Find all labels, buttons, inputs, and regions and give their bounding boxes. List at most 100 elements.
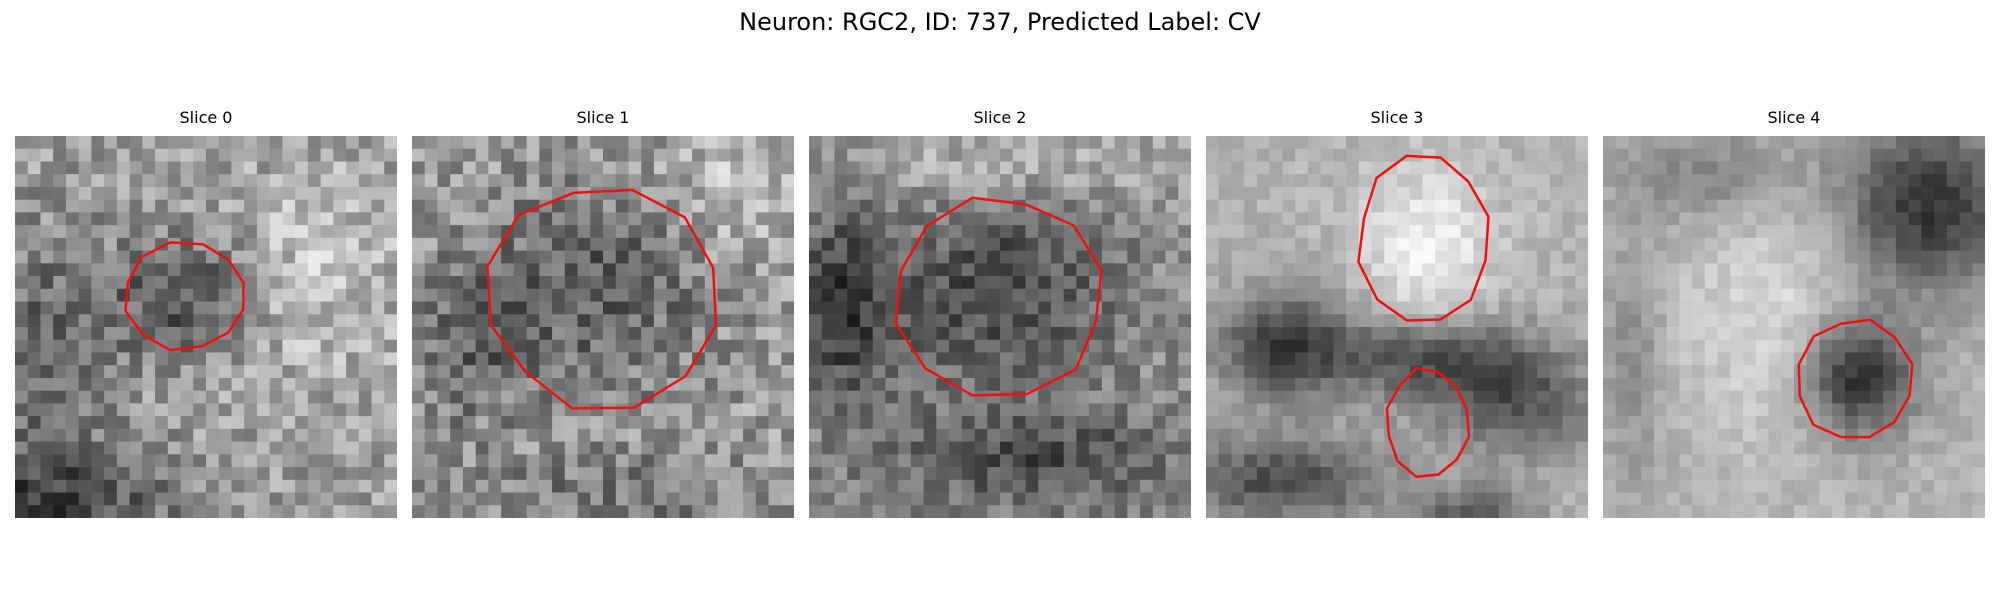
pixel-cell — [641, 492, 655, 506]
pixel-cell — [1717, 365, 1731, 379]
pixel-cell — [1295, 365, 1309, 379]
pixel-cell — [358, 136, 373, 150]
pixel-cell — [1615, 276, 1630, 290]
pixel-cell — [1269, 339, 1283, 354]
pixel-cell — [923, 454, 937, 468]
pixel-cell — [603, 212, 617, 226]
pixel-cell — [1140, 237, 1154, 252]
pixel-cell — [424, 174, 439, 188]
pixel-cell — [1653, 403, 1668, 417]
pixel-cell — [1038, 161, 1052, 175]
pixel-cell — [282, 416, 296, 430]
pixel-cell — [1832, 250, 1846, 264]
pixel-cell — [1397, 136, 1411, 150]
pixel-cell — [1679, 288, 1693, 303]
pixel-cell — [1295, 288, 1309, 303]
pixel-cell — [898, 365, 912, 379]
pixel-cell — [462, 492, 477, 506]
pixel-cell — [1089, 454, 1103, 468]
pixel-cell — [384, 505, 397, 518]
pixel-cell — [15, 365, 29, 379]
pixel-cell — [475, 237, 489, 252]
pixel-cell — [1615, 377, 1630, 392]
pixel-cell — [1000, 454, 1014, 468]
pixel-cell — [1038, 505, 1052, 518]
pixel-cell — [539, 505, 553, 518]
pixel-cell — [628, 212, 642, 226]
pixel-cell — [615, 276, 630, 290]
pixel-cell — [1282, 276, 1296, 290]
pixel-cell — [295, 148, 309, 163]
pixel-cell — [333, 263, 347, 277]
pixel-cell — [1231, 212, 1245, 226]
pixel-cell — [564, 161, 579, 175]
pixel-cell — [1000, 505, 1014, 518]
pixel-cell — [78, 454, 92, 468]
pixel-cell — [755, 365, 770, 379]
pixel-cell — [1908, 276, 1922, 290]
pixel-cell — [78, 276, 92, 290]
pixel-cell — [910, 301, 925, 315]
pixel-cell — [923, 288, 937, 303]
pixel-cell — [1511, 288, 1525, 303]
pixel-cell — [1934, 352, 1948, 366]
pixel-cell — [450, 454, 464, 468]
pixel-cell — [488, 276, 502, 290]
pixel-cell — [834, 225, 848, 239]
pixel-cell — [577, 505, 591, 518]
pixel-cell — [1498, 327, 1513, 341]
pixel-cell — [129, 314, 143, 328]
pixel-cell — [577, 148, 591, 163]
pixel-cell — [424, 136, 439, 150]
pixel-cell — [653, 454, 668, 468]
pixel-cell — [1231, 263, 1245, 277]
pixel-cell — [577, 441, 591, 455]
pixel-cell — [1101, 237, 1116, 252]
pixel-cell — [142, 352, 156, 366]
pixel-cell — [320, 225, 334, 239]
pixel-cell — [1819, 301, 1833, 315]
pixel-cell — [1333, 416, 1347, 430]
pixel-cell — [1000, 174, 1014, 188]
pixel-cell — [1486, 148, 1500, 163]
pixel-cell — [295, 479, 309, 494]
pixel-cell — [1076, 288, 1090, 303]
pixel-cell — [1000, 339, 1014, 354]
pixel-cell — [1908, 161, 1922, 175]
pixel-cell — [1333, 403, 1347, 417]
pixel-cell — [1101, 174, 1116, 188]
pixel-cell — [1063, 288, 1077, 303]
pixel-cell — [1256, 212, 1271, 226]
pixel-cell — [295, 390, 309, 404]
pixel-cell — [898, 186, 912, 201]
pixel-cell — [730, 250, 744, 264]
pixel-cell — [91, 161, 105, 175]
pixel-cell — [834, 212, 848, 226]
pixel-cell — [1806, 403, 1821, 417]
pixel-cell — [1127, 237, 1141, 252]
pixel-cell — [1422, 441, 1436, 455]
pixel-cell — [1959, 314, 1973, 328]
pixel-cell — [1358, 403, 1373, 417]
pixel-cell — [1908, 428, 1922, 443]
pixel-cell — [15, 174, 29, 188]
pixel-cell — [1101, 250, 1116, 264]
pixel-cell — [1218, 390, 1233, 404]
pixel-cell — [1628, 148, 1642, 163]
pixel-cell — [424, 186, 439, 201]
pixel-cell — [768, 212, 782, 226]
pixel-cell — [1012, 237, 1027, 252]
pixel-cell — [78, 161, 92, 175]
pixel-cell — [1498, 314, 1513, 328]
pixel-cell — [1206, 365, 1220, 379]
pixel-cell — [1269, 174, 1283, 188]
pixel-cell — [1218, 327, 1233, 341]
pixel-cell — [590, 148, 604, 163]
pixel-cell — [1679, 199, 1693, 213]
pixel-cell — [539, 148, 553, 163]
pixel-cell — [1486, 225, 1500, 239]
pixel-cell — [898, 199, 912, 213]
pixel-cell — [155, 161, 169, 175]
pixel-cell — [1320, 327, 1334, 341]
pixel-cell — [1628, 276, 1642, 290]
